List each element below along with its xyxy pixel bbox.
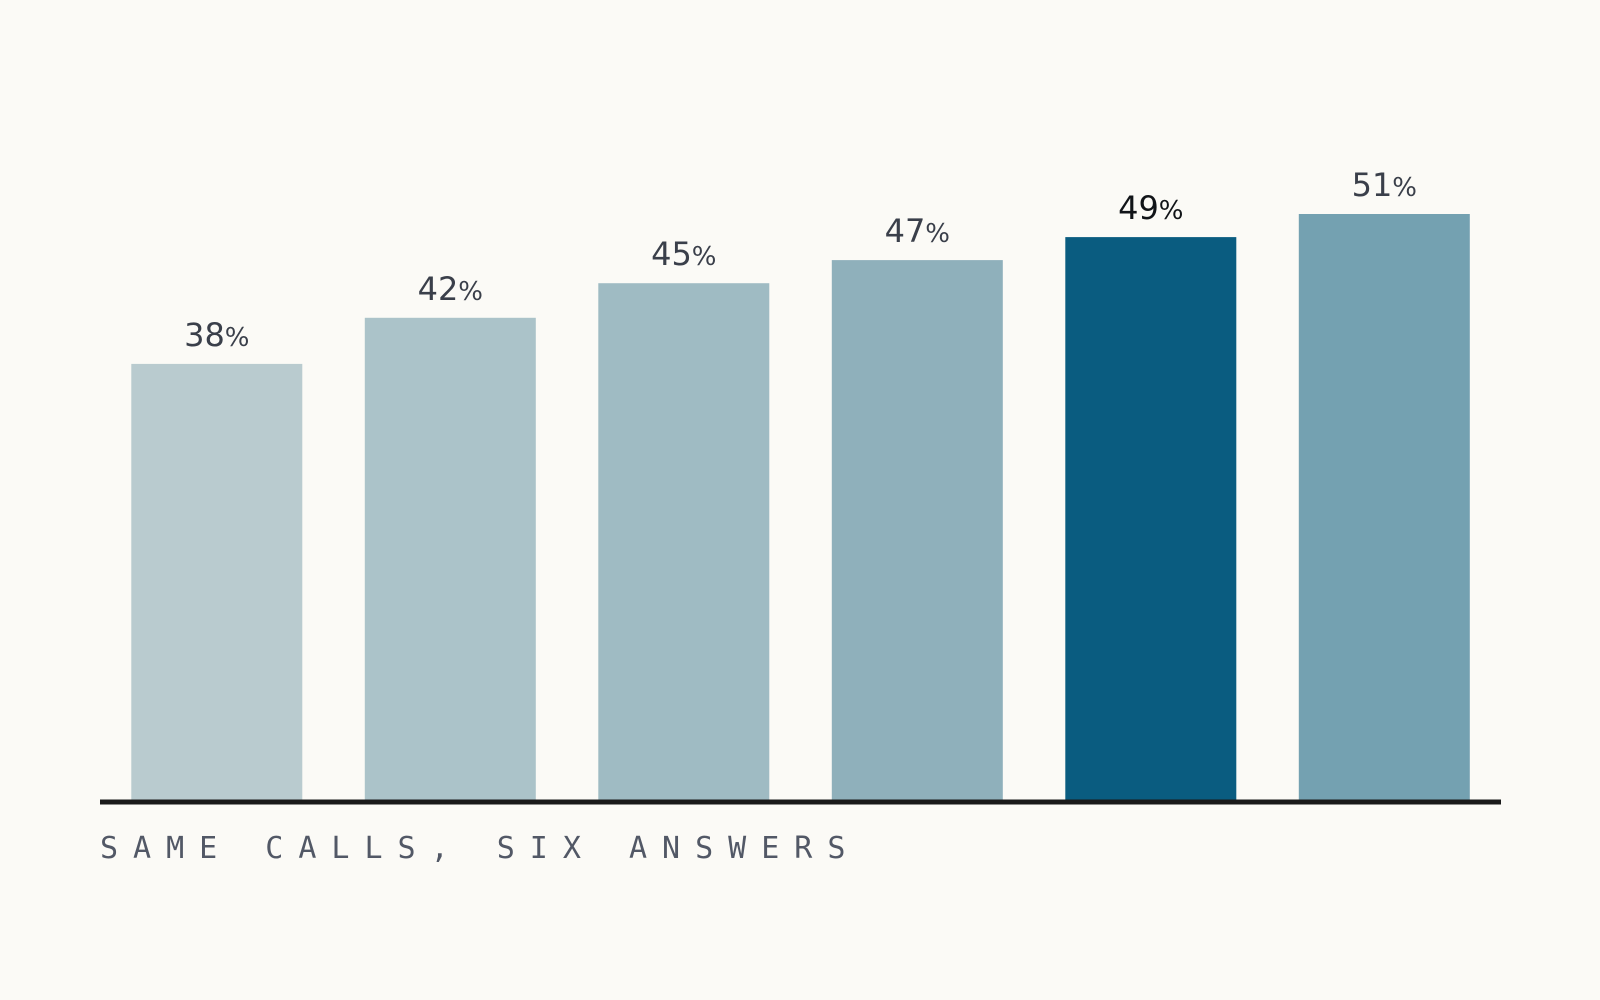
bar-6: [1298, 214, 1470, 800]
bar-1: [131, 363, 303, 800]
bar-2: [364, 317, 536, 800]
chart-caption: SAME CALLS, SIX ANSWERS: [100, 831, 861, 866]
bar-value-label-1: 38%: [184, 316, 249, 354]
bar-value-label-4: 47%: [885, 212, 950, 250]
bar-value-label-5: 49%: [1118, 189, 1183, 227]
bar-value-label-2: 42%: [418, 270, 483, 308]
bar-5: [1065, 237, 1237, 801]
bar-3: [598, 283, 770, 800]
bar-value-label-6: 51%: [1352, 166, 1417, 204]
bar-4: [831, 260, 1003, 801]
value-labels-group: 38% 42% 45% 47% 49% 51%: [184, 166, 1417, 354]
bar-value-label-3: 45%: [651, 235, 716, 273]
bars-group: [131, 214, 1470, 801]
